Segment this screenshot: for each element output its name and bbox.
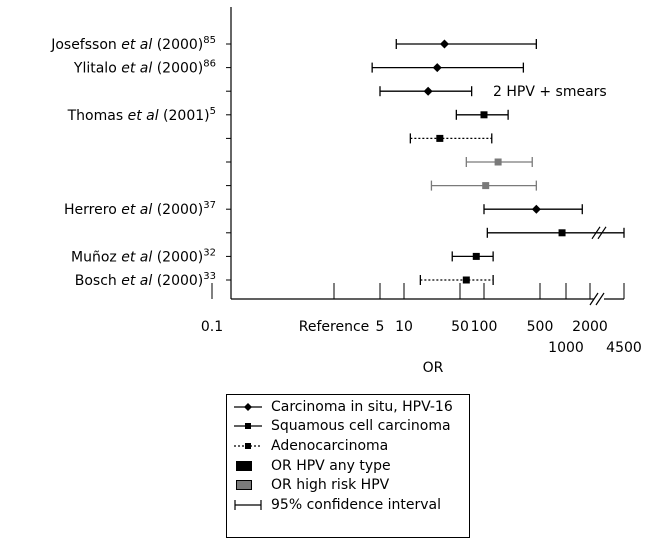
or-point-diamond [432,63,442,73]
x-axis-title: OR [423,360,444,376]
x-tick-label: 500 [527,319,554,335]
axis-break-mark [589,292,599,306]
or-point-square [480,111,488,119]
legend-label: OR high risk HPV [271,477,390,494]
x-tick-label: 0.1 [201,319,223,335]
or-point-diamond [439,39,449,49]
legend-item-cis: Carcinoma in situ, HPV-16 [233,397,469,417]
legend-label: OR HPV any type [271,457,391,474]
or-point-square [436,134,444,142]
x-tick-label: 1000 [548,340,584,356]
ci-break-mark [597,226,607,240]
legend-label: Adenocarcinoma [271,437,389,454]
legend: Carcinoma in situ, HPV-16 Squamous cell … [226,394,470,538]
study-label: Bosch et al (2000)33 [75,271,216,289]
legend-item-ci: 95% confidence interval [233,495,469,515]
row-annotation: 2 HPV + smears [493,84,607,100]
x-tick-label: 100 [471,319,498,335]
or-point-diamond [531,204,541,214]
or-point-square [462,276,470,284]
x-tick-label: 10 [395,319,413,335]
grey-swatch-icon [236,480,252,491]
study-label: Thomas et al (2001)5 [67,106,216,124]
confidence-interval-icon [234,499,262,510]
axis-break-mark [595,292,605,306]
x-tick-label: 4500 [606,340,642,356]
square-dotted-line-icon [234,442,262,449]
x-tick-label: 2000 [572,319,608,335]
study-label: Herrero et al (2000)37 [64,200,216,218]
or-point-diamond [423,86,433,96]
study-label: Josefsson et al (2000)85 [50,35,216,53]
legend-label: Squamous cell carcinoma [271,418,451,435]
legend-item-high: OR high risk HPV [233,475,469,495]
x-tick-label: 50 [451,319,469,335]
diamond-line-icon [234,402,262,411]
or-point-square [472,252,480,260]
legend-item-any: OR HPV any type [233,456,469,476]
x-tick-label: 5 [376,319,385,335]
legend-item-adeno: Adenocarcinoma [233,436,469,456]
black-swatch-icon [236,460,252,471]
square-line-icon [234,423,262,430]
legend-label: Carcinoma in situ, HPV-16 [271,398,453,415]
study-label: Muñoz et al (2000)32 [71,247,216,265]
or-point-square [558,229,566,237]
x-tick-label: Reference [299,319,370,335]
or-point-square [494,158,502,166]
or-point-square [482,182,490,190]
ci-break-mark [591,226,601,240]
study-label: Ylitalo et al (2000)86 [73,59,216,77]
legend-item-scc: Squamous cell carcinoma [233,417,469,437]
forest-plot: 0.1 Reference 5 10 50 100 500 1000 2000 4500 OR Jos… [50,7,642,376]
legend-label: 95% confidence interval [271,496,442,513]
